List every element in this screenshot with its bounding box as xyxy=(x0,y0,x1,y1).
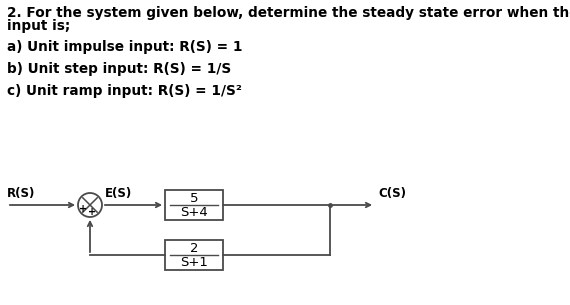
Text: R(S): R(S) xyxy=(7,187,35,200)
Bar xyxy=(165,240,223,270)
Text: 5: 5 xyxy=(190,192,198,205)
Text: +: + xyxy=(79,204,87,213)
Text: 2: 2 xyxy=(190,242,198,255)
Text: +: + xyxy=(88,207,96,217)
Text: 2. For the system given below, determine the steady state error when the referen: 2. For the system given below, determine… xyxy=(7,6,570,20)
Text: E(S): E(S) xyxy=(105,187,132,200)
Text: input is;: input is; xyxy=(7,19,70,33)
Bar xyxy=(165,190,223,220)
Text: S+4: S+4 xyxy=(180,206,208,219)
Text: a) Unit impulse input: R(S) = 1: a) Unit impulse input: R(S) = 1 xyxy=(7,40,242,54)
Text: S+1: S+1 xyxy=(180,256,208,269)
Text: b) Unit step input: R(S) = 1/S: b) Unit step input: R(S) = 1/S xyxy=(7,62,231,76)
Text: c) Unit ramp input: R(S) = 1/S²: c) Unit ramp input: R(S) = 1/S² xyxy=(7,84,242,98)
Text: C(S): C(S) xyxy=(378,187,406,200)
